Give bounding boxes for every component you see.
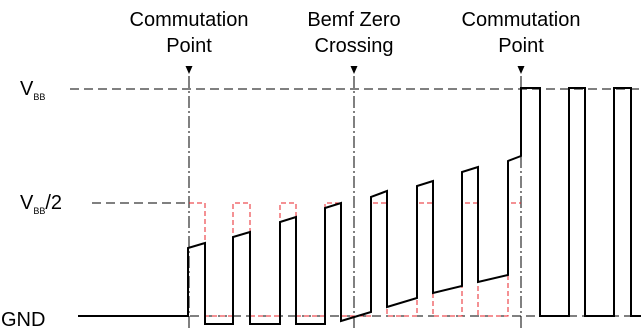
arrow-zero-crossing	[350, 66, 358, 74]
phase-voltage-waveform	[78, 87, 641, 325]
annotation-commutation-2-line2: Point	[498, 35, 544, 57]
annotation-arrows	[185, 66, 525, 74]
level-label-gnd: GND	[1, 309, 45, 329]
level-label-vbb-half: VBB/2	[20, 192, 62, 216]
arrow-commutation-1	[185, 66, 193, 74]
pwm-reference-waveform	[189, 202, 521, 317]
annotation-commutation-1-line2: Point	[166, 35, 212, 57]
annotation-bemf-zero-crossing-line1: Bemf Zero	[307, 9, 400, 31]
annotation-commutation-2-line1: Commutation	[462, 9, 581, 31]
level-label-vbb: VBB	[20, 78, 45, 102]
annotation-bemf-zero-crossing-line2: Crossing	[315, 35, 394, 57]
arrow-commutation-2	[517, 66, 525, 74]
annotation-commutation-1-line1: Commutation	[130, 9, 249, 31]
